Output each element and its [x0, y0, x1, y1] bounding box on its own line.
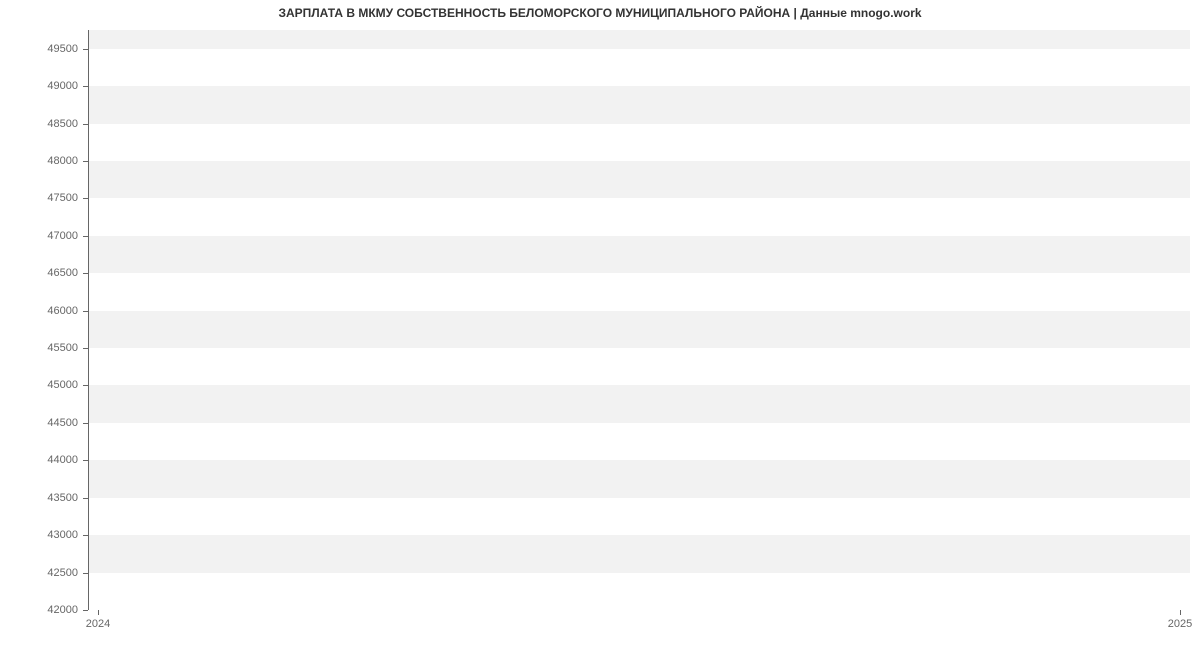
plot-band — [89, 198, 1190, 235]
plot-band — [89, 348, 1190, 385]
y-tick-label: 48500 — [38, 118, 78, 130]
x-tick-label: 2024 — [86, 618, 110, 630]
y-tick-mark — [83, 124, 88, 125]
plot-band — [89, 460, 1190, 497]
y-tick-mark — [83, 49, 88, 50]
x-tick-label: 2025 — [1168, 618, 1192, 630]
plot-band — [89, 124, 1190, 161]
y-tick-label: 42500 — [38, 567, 78, 579]
plot-area — [88, 30, 1190, 610]
y-tick-label: 46000 — [38, 305, 78, 317]
y-tick-mark — [83, 423, 88, 424]
y-tick-mark — [83, 573, 88, 574]
chart-title: ЗАРПЛАТА В МКМУ СОБСТВЕННОСТЬ БЕЛОМОРСКО… — [0, 6, 1200, 20]
plot-band — [89, 385, 1190, 422]
y-tick-mark — [83, 610, 88, 611]
plot-band — [89, 273, 1190, 310]
x-tick-mark — [1180, 610, 1181, 615]
y-tick-mark — [83, 198, 88, 199]
y-tick-label: 49000 — [38, 80, 78, 92]
y-tick-label: 43000 — [38, 529, 78, 541]
y-tick-mark — [83, 460, 88, 461]
x-tick-mark — [98, 610, 99, 615]
y-tick-label: 49500 — [38, 43, 78, 55]
y-tick-mark — [83, 535, 88, 536]
y-tick-label: 45500 — [38, 342, 78, 354]
plot-band — [89, 498, 1190, 535]
plot-band — [89, 30, 1190, 49]
y-tick-mark — [83, 311, 88, 312]
plot-band — [89, 423, 1190, 460]
y-tick-label: 42000 — [38, 604, 78, 616]
y-tick-label: 47000 — [38, 230, 78, 242]
y-tick-label: 43500 — [38, 492, 78, 504]
y-tick-mark — [83, 273, 88, 274]
y-tick-mark — [83, 86, 88, 87]
y-tick-mark — [83, 236, 88, 237]
plot-band — [89, 49, 1190, 86]
plot-band — [89, 236, 1190, 273]
y-tick-mark — [83, 348, 88, 349]
y-tick-mark — [83, 161, 88, 162]
y-tick-label: 44000 — [38, 454, 78, 466]
y-tick-mark — [83, 385, 88, 386]
y-tick-label: 46500 — [38, 267, 78, 279]
y-tick-label: 47500 — [38, 192, 78, 204]
y-tick-mark — [83, 498, 88, 499]
salary-line-chart: ЗАРПЛАТА В МКМУ СОБСТВЕННОСТЬ БЕЛОМОРСКО… — [0, 0, 1200, 650]
plot-band — [89, 573, 1190, 610]
plot-band — [89, 86, 1190, 123]
plot-band — [89, 161, 1190, 198]
plot-band — [89, 311, 1190, 348]
y-tick-label: 45000 — [38, 379, 78, 391]
y-tick-label: 44500 — [38, 417, 78, 429]
plot-band — [89, 535, 1190, 572]
y-tick-label: 48000 — [38, 155, 78, 167]
